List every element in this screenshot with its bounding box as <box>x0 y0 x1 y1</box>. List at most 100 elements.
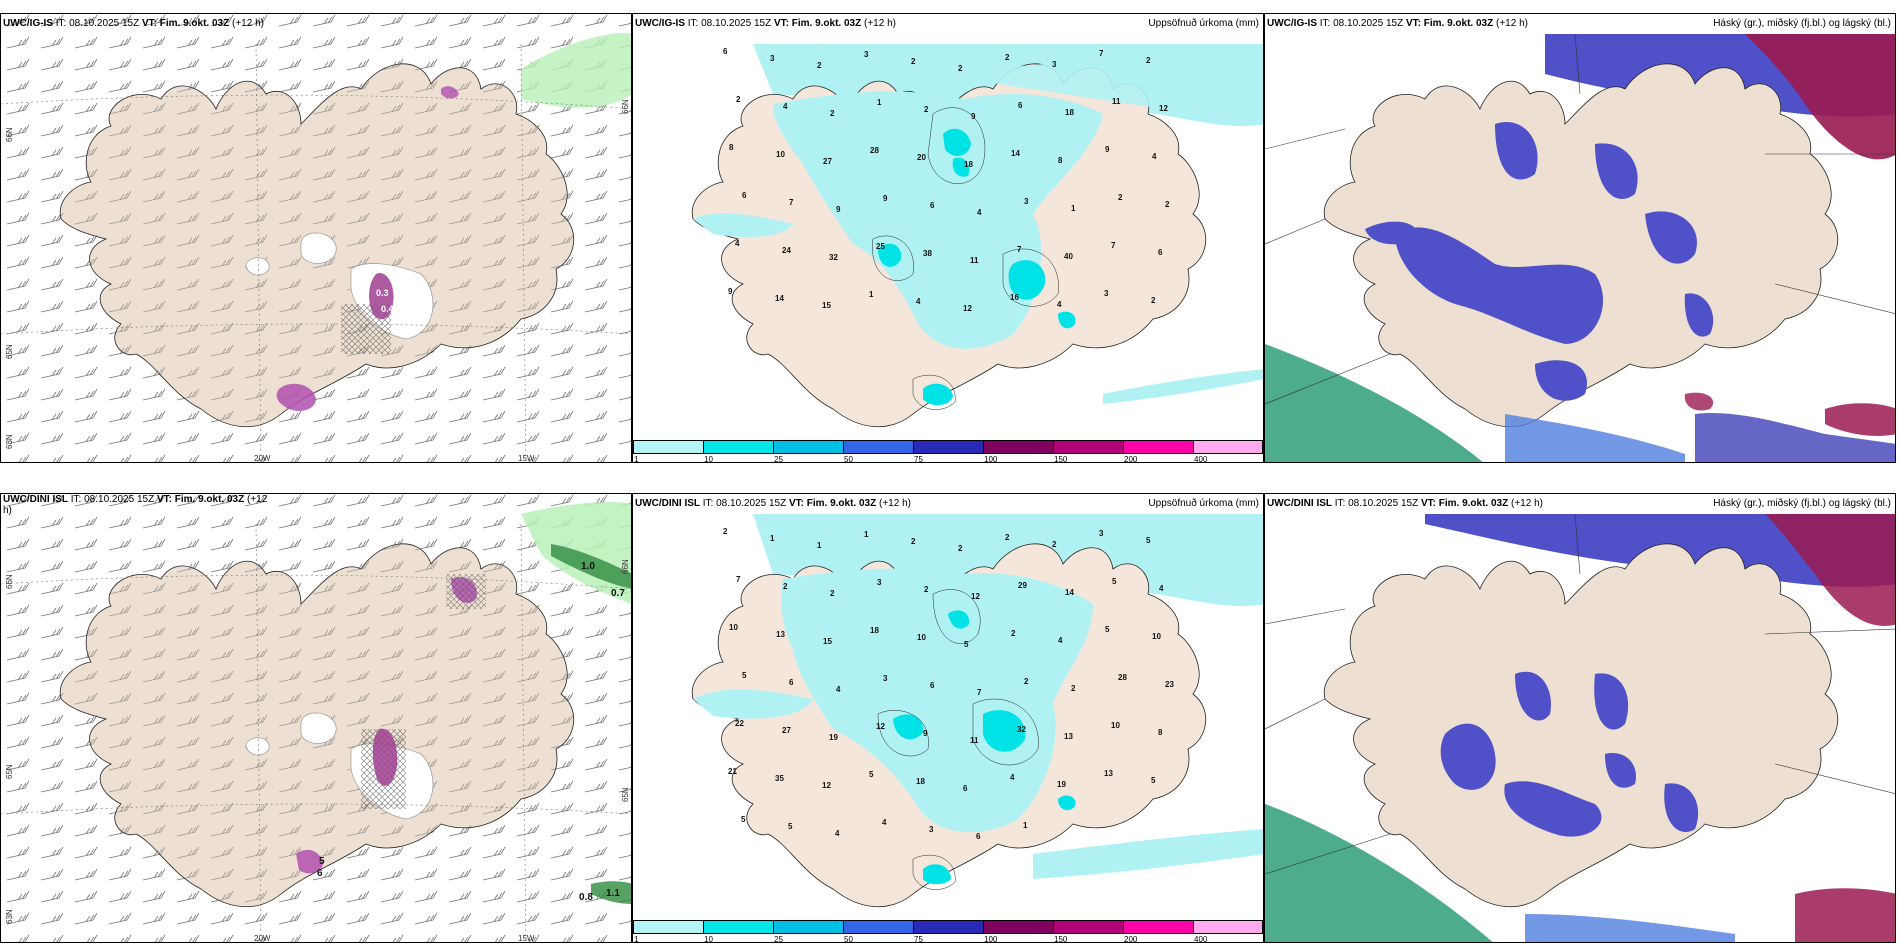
precip-value-label: 3 <box>929 825 934 834</box>
precip-value-label: 38 <box>923 249 932 258</box>
precip-value-label: 2 <box>1118 193 1123 202</box>
precip-value-label: 4 <box>783 102 788 111</box>
precip-value-label: 10 <box>917 633 926 642</box>
precip-value-label: 22 <box>735 719 744 728</box>
colorbar-tick-label: 10 <box>704 455 713 463</box>
precip-value-label: 6 <box>930 201 935 210</box>
precip-value-label: 8 <box>1158 728 1163 737</box>
cloud-map <box>1265 494 1895 942</box>
value-label: 0.8 <box>579 892 593 903</box>
precip-map: 2111222235722321229145410131518105245105… <box>633 494 1263 942</box>
precip-value-label: 24 <box>782 246 791 255</box>
lon-label: 20W <box>254 934 271 943</box>
precip-value-label: 4 <box>1159 584 1164 593</box>
precip-value-label: 5 <box>869 770 874 779</box>
precip-value-label: 2 <box>911 537 916 546</box>
precip-value-label: 2 <box>1165 200 1170 209</box>
value-label: 1.1 <box>606 888 620 899</box>
precip-value-label: 9 <box>923 729 928 738</box>
precip-value-label: 1 <box>770 534 775 543</box>
precip-value-label: 27 <box>782 726 791 735</box>
panel-wind-ig-is: UWC/IG-IS IT: 08.10.2025 15Z VT: Fim. 9.… <box>0 13 632 463</box>
colorbar-frame <box>633 920 1263 934</box>
panel-title: UWC/IG-IS IT: 08.10.2025 15Z VT: Fim. 9.… <box>3 18 264 29</box>
precip-value-label: 18 <box>1065 108 1074 117</box>
precip-value-label: 18 <box>870 626 879 635</box>
precip-value-label: 7 <box>1099 49 1104 58</box>
precip-value-label: 13 <box>1104 769 1113 778</box>
precip-value-label: 4 <box>1152 152 1157 161</box>
precip-value-label: 6 <box>963 784 968 793</box>
precip-value-label: 4 <box>1010 773 1015 782</box>
precip-value-label: 40 <box>1064 252 1073 261</box>
colorbar-tick-label: 1 <box>634 935 639 943</box>
colorbar-segment <box>773 920 843 934</box>
lat-label: 66N <box>5 574 14 589</box>
lat-label: 65N <box>621 787 630 802</box>
precip-value-label: 11 <box>970 736 979 745</box>
lon-label: 20W <box>254 454 271 463</box>
precip-value-label: 2 <box>1005 53 1010 62</box>
precip-value-label: 18 <box>916 777 925 786</box>
lat-label: 65N <box>5 344 14 359</box>
precip-value-label: 6 <box>930 681 935 690</box>
precip-value-label: 2 <box>723 527 728 536</box>
precip-value-label: 14 <box>1065 588 1074 597</box>
precip-value-label: 7 <box>1111 241 1116 250</box>
colorbar-segment <box>1123 440 1193 454</box>
precip-value-label: 5 <box>741 815 746 824</box>
colorbar-segment <box>1053 440 1123 454</box>
precip-value-label: 9 <box>971 112 976 121</box>
precip-value-label: 7 <box>736 575 741 584</box>
colorbar-segment <box>983 920 1053 934</box>
colorbar-segment <box>703 920 773 934</box>
precip-value-label: 2 <box>1011 629 1016 638</box>
precip-value-label: 32 <box>829 253 838 262</box>
precip-value-label: 6 <box>976 832 981 841</box>
precip-value-label: 2 <box>958 544 963 553</box>
lon-label: 15W <box>518 454 535 463</box>
colorbar-tick-label: 150 <box>1054 455 1068 463</box>
precip-value-label: 5 <box>788 822 793 831</box>
lat-label: 66N <box>621 99 630 114</box>
precip-value-label: 5 <box>1105 625 1110 634</box>
panel-cloud-ig-is: UWC/IG-IS IT: 08.10.2025 15Z VT: Fim. 9.… <box>1264 13 1896 463</box>
colorbar-segment <box>913 440 983 454</box>
precip-value-label: 10 <box>1152 632 1161 641</box>
precip-value-label: 10 <box>729 623 738 632</box>
precip-value-label: 2 <box>1052 540 1057 549</box>
precip-value-label: 4 <box>882 818 887 827</box>
lat-label: 66N <box>621 559 630 574</box>
panel-title: UWC/IG-IS IT: 08.10.2025 15Z VT: Fim. 9.… <box>635 18 896 29</box>
precip-value-label: 9 <box>836 205 841 214</box>
panel-subtitle: Háský (gr.), miðský (fj.bl.) og lágský (… <box>1713 18 1891 29</box>
precip-value-label: 13 <box>776 630 785 639</box>
precip-value-label: 9 <box>883 194 888 203</box>
panel-wind-dini-isl: UWC/DINI ISL IT: 08.10.2025 15Z VT: Fim.… <box>0 493 632 943</box>
precip-value-label: 3 <box>1052 60 1057 69</box>
precip-value-label: 4 <box>1058 636 1063 645</box>
precip-value-label: 3 <box>864 50 869 59</box>
value-label: 0.3 <box>376 288 389 298</box>
precip-value-label: 2 <box>1071 684 1076 693</box>
precip-value-label: 10 <box>776 150 785 159</box>
colorbar-segment <box>703 440 773 454</box>
colorbar-tick-label: 200 <box>1124 935 1138 943</box>
cloud-map <box>1265 14 1895 462</box>
precip-value-label: 4 <box>835 829 840 838</box>
precip-value-label: 11 <box>1112 97 1121 106</box>
panel-title: UWC/DINI ISL IT: 08.10.2025 15Z VT: Fim.… <box>635 498 911 509</box>
colorbar-segment <box>1193 440 1263 454</box>
precip-value-label: 1 <box>1071 204 1076 213</box>
precip-value-label: 4 <box>977 208 982 217</box>
precip-value-label: 1 <box>877 98 882 107</box>
value-label: 6 <box>317 868 323 879</box>
precip-value-label: 4 <box>916 297 921 306</box>
precip-value-label: 12 <box>1159 104 1168 113</box>
colorbar-tick-label: 25 <box>774 455 783 463</box>
colorbar-tick-label: 50 <box>844 455 853 463</box>
lat-label: 63N <box>5 434 14 449</box>
precip-value-label: 21 <box>728 767 737 776</box>
colorbar-tick-label: 25 <box>774 935 783 943</box>
precip-value-label: 28 <box>1118 673 1127 682</box>
